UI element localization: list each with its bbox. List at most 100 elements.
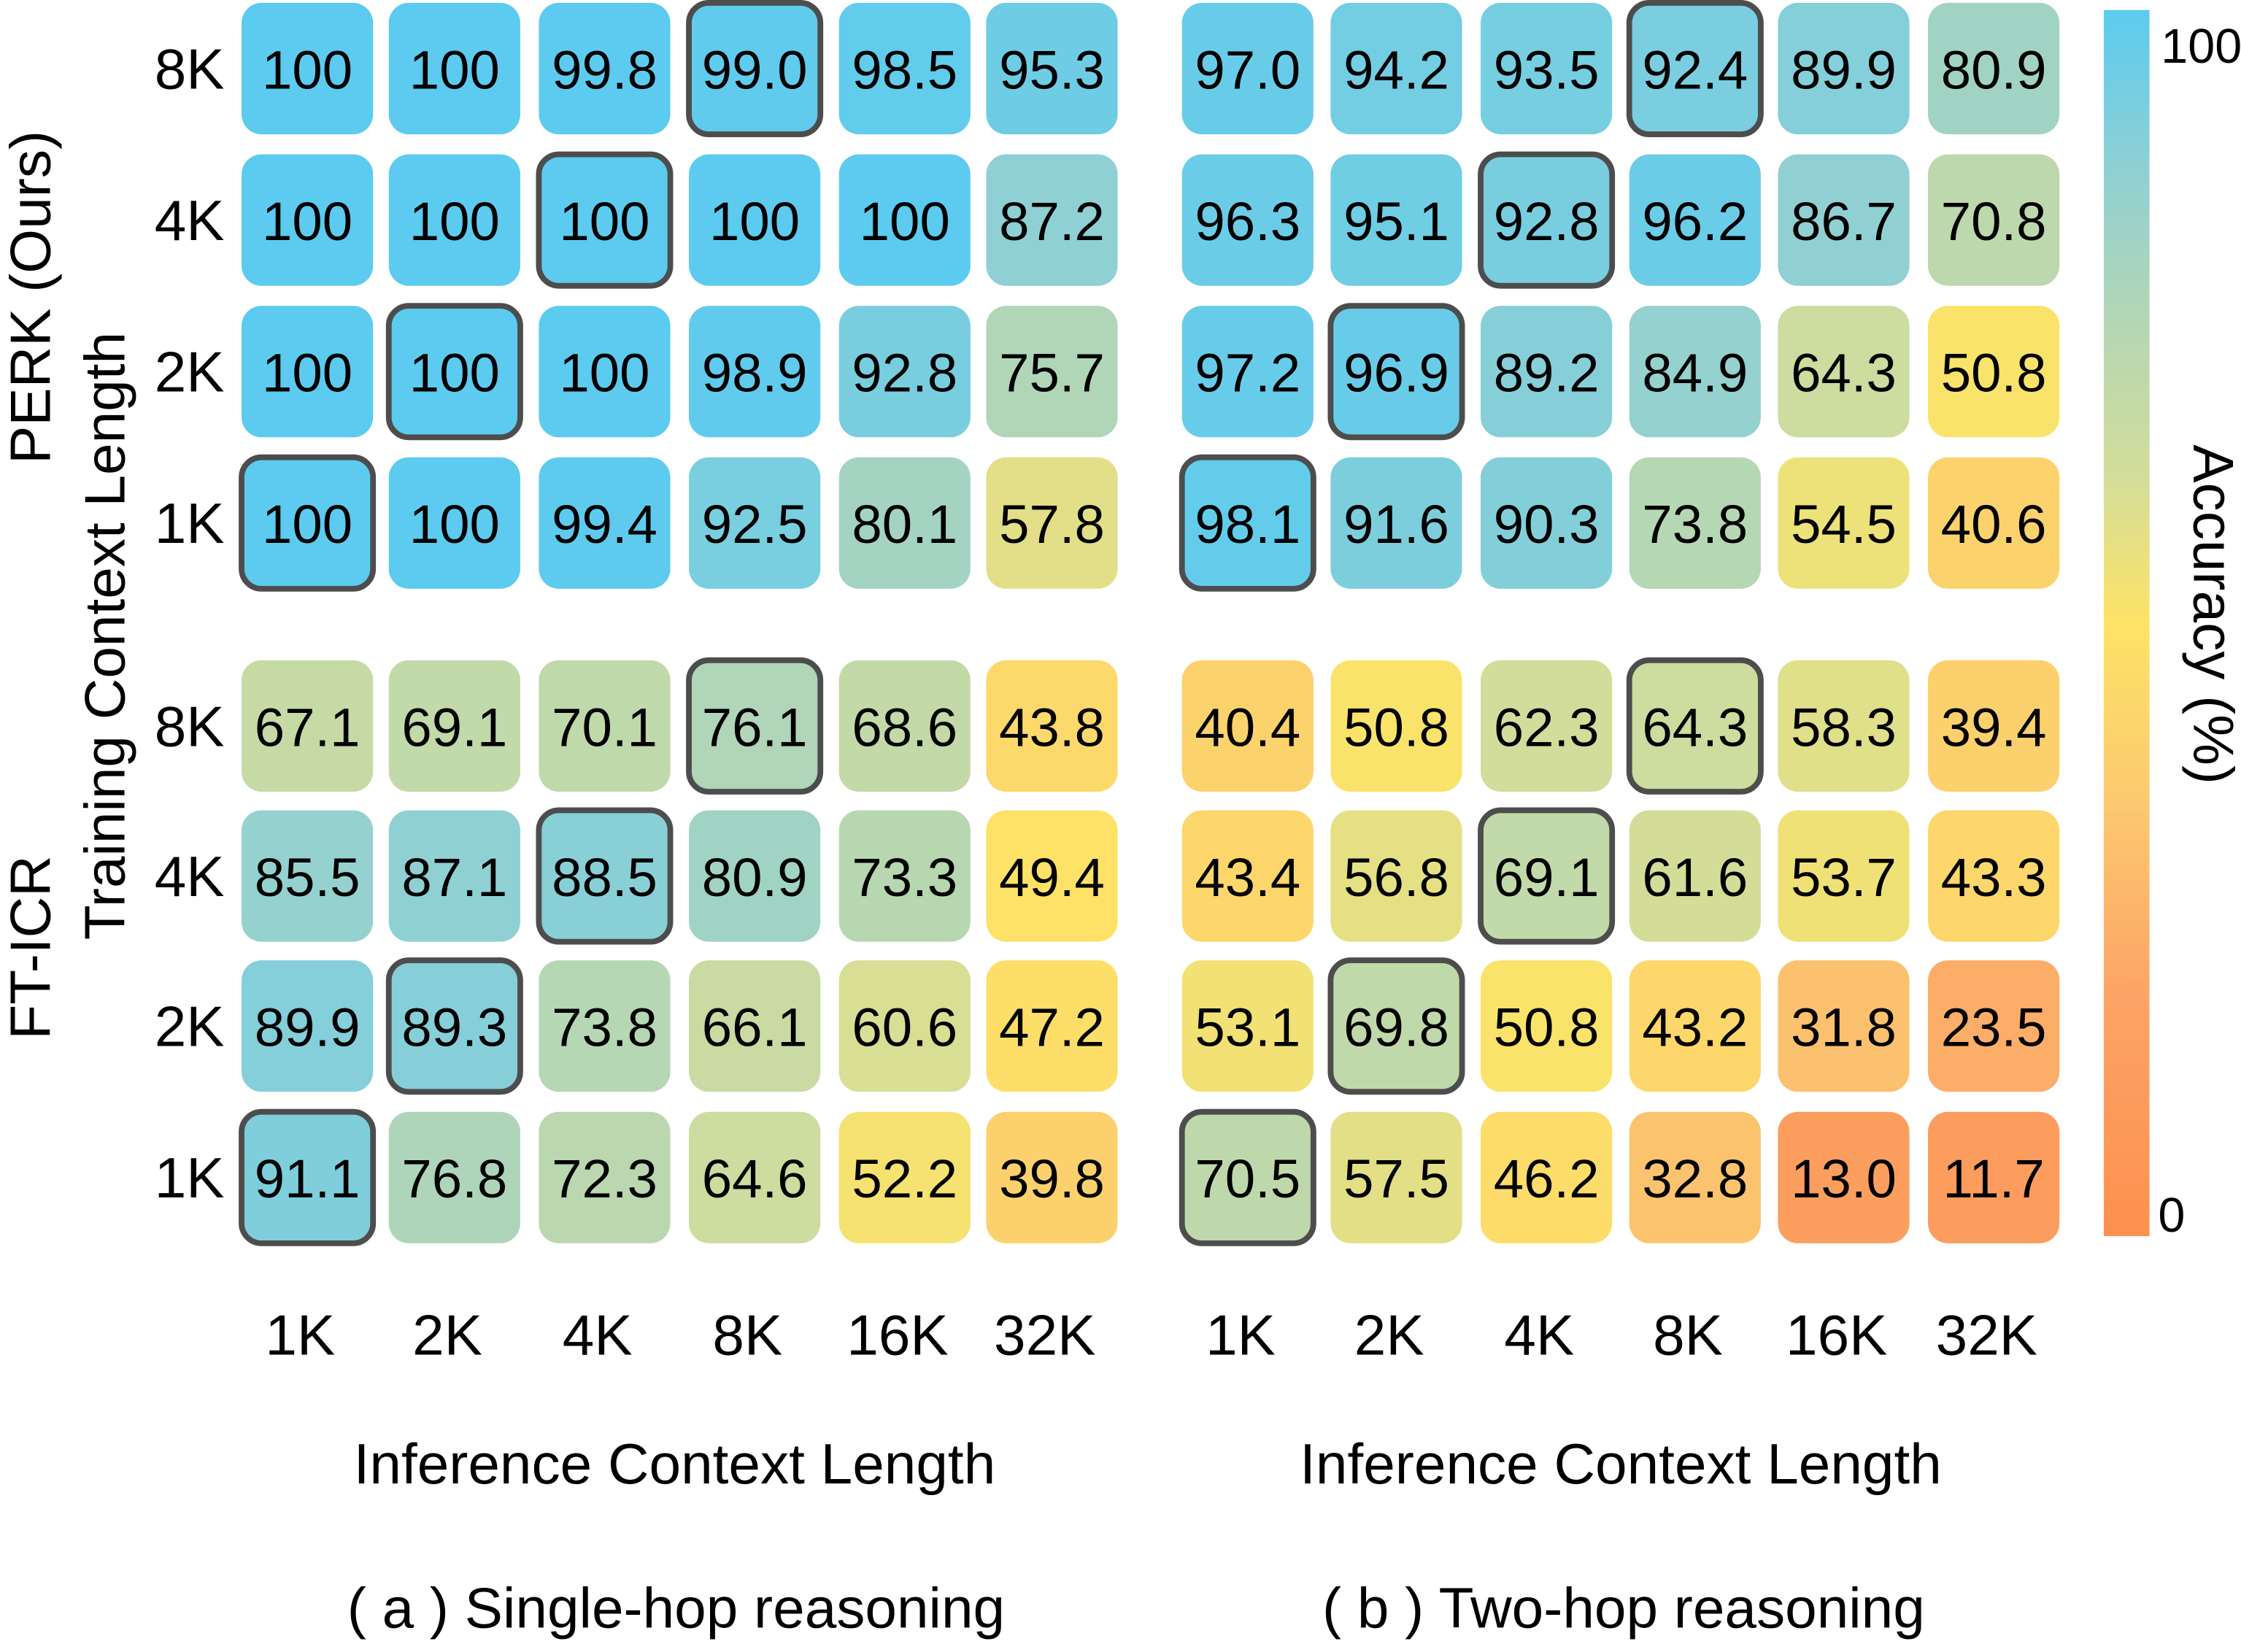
x-tick-label: 32K (1936, 1303, 2037, 1367)
heatmap-cell (242, 306, 374, 438)
heatmap-cell (838, 154, 971, 286)
heatmap-cell (539, 960, 671, 1092)
heatmap-cell (1778, 154, 1910, 286)
row-label-1K: 1K (155, 491, 225, 555)
cell-value-label: 100 (409, 343, 500, 404)
heatmap-cell-highlighted (1478, 151, 1616, 289)
heatmap-cell (388, 810, 520, 942)
heatmap-cell (986, 810, 1118, 942)
heatmap-cell (1928, 306, 2060, 438)
cell-value-label: 95.3 (999, 39, 1105, 100)
caption-a: ( a ) Single-hop reasoning (347, 1576, 1005, 1640)
heatmap-cell (1778, 960, 1910, 1092)
cell-value-label: 92.8 (1494, 191, 1600, 252)
heatmap-cell (986, 306, 1118, 438)
heatmap-cell (1629, 154, 1761, 286)
heatmap-cell (1928, 2, 2060, 135)
cell-value-label: 61.6 (1642, 847, 1748, 908)
heatmap-cell (1181, 660, 1314, 792)
heatmap-cell-highlighted (1179, 1108, 1316, 1246)
x-tick-label: 16K (846, 1303, 948, 1367)
heatmap-cell (1330, 2, 1462, 135)
cell-value-label: 91.6 (1343, 494, 1449, 555)
heatmap-cell (1181, 306, 1314, 438)
cell-value-label: 91.1 (255, 1149, 360, 1209)
heatmap-cell-highlighted (686, 657, 824, 795)
caption-b: ( b ) Two-hop reasoning (1322, 1576, 1925, 1640)
group-label-ft-icr: FT-ICR (0, 855, 63, 1039)
cell-value-label: 76.1 (702, 697, 808, 757)
cell-value-label: 99.4 (552, 494, 657, 555)
heatmap-cell-highlighted (1478, 807, 1616, 945)
cell-value-label: 39.4 (1941, 697, 2047, 757)
heatmap-cell (1481, 2, 1613, 135)
cell-value-label: 89.3 (401, 997, 507, 1058)
cell-value-label: 95.1 (1343, 191, 1449, 252)
x-tick-label: 32K (994, 1303, 1095, 1367)
heatmap-cell-highlighted (1626, 0, 1764, 138)
heatmap-cell (838, 1111, 971, 1243)
cell-value-label: 100 (559, 191, 649, 252)
heatmap-cell (1778, 1111, 1910, 1243)
heatmap-cell (986, 960, 1118, 1092)
cell-value-label: 88.5 (552, 847, 657, 908)
cell-value-label: 46.2 (1494, 1149, 1600, 1209)
heatmap-cell (1330, 154, 1462, 286)
row-label-4K: 4K (155, 188, 225, 252)
row-label-4K: 4K (155, 844, 225, 908)
cell-value-label: 89.9 (255, 997, 360, 1058)
cell-value-label: 99.8 (552, 39, 657, 100)
cell-value-label: 40.4 (1195, 697, 1300, 757)
x-axis-title-b: Inference Context Length (1300, 1432, 1942, 1496)
heatmap-cell (1181, 2, 1314, 135)
cell-value-label: 92.5 (702, 494, 808, 555)
cell-value-label: 99.0 (702, 39, 808, 100)
heatmap-cell (242, 960, 374, 1092)
heatmap-cell (838, 457, 971, 589)
x-tick-label: 2K (412, 1303, 482, 1367)
cell-value-label: 68.6 (852, 697, 957, 757)
heatmap-cell (1481, 306, 1613, 438)
heatmap-cell (1928, 154, 2060, 286)
cell-value-label: 72.3 (552, 1149, 657, 1209)
cell-value-label: 53.7 (1791, 847, 1897, 908)
heatmap-cell-highlighted (1179, 454, 1316, 592)
heatmap-cell (689, 154, 821, 286)
cell-value-label: 62.3 (1494, 697, 1600, 757)
heatmap-cell (689, 457, 821, 589)
heatmap-cell (1928, 810, 2060, 942)
cell-value-label: 23.5 (1941, 997, 2047, 1058)
cell-value-label: 11.7 (1943, 1149, 2044, 1209)
cell-value-label: 87.2 (999, 191, 1105, 252)
colorbar (2103, 9, 2150, 1237)
cell-value-label: 80.9 (1941, 39, 2047, 100)
cell-value-label: 73.3 (852, 847, 957, 908)
cell-value-label: 64.3 (1642, 697, 1748, 757)
x-tick-label: 4K (563, 1303, 633, 1367)
heatmap-cell-highlighted (536, 151, 674, 289)
colorbar-min-label: 0 (2158, 1189, 2185, 1243)
cell-value-label: 90.3 (1494, 494, 1600, 555)
x-tick-label: 8K (1653, 1303, 1723, 1367)
cell-value-label: 69.1 (1494, 847, 1600, 908)
row-label-2K: 2K (155, 340, 225, 404)
cell-value-label: 57.5 (1343, 1149, 1449, 1209)
row-label-8K: 8K (155, 36, 225, 101)
heatmap-cell (388, 457, 520, 589)
heatmap-cell (1928, 1111, 2060, 1243)
heatmap-cell (689, 960, 821, 1092)
colorbar-max-label: 100 (2161, 20, 2241, 74)
x-tick-label: 16K (1786, 1303, 1887, 1367)
cell-value-label: 96.9 (1343, 343, 1449, 404)
heatmap-cell (1629, 1111, 1761, 1243)
cell-value-label: 66.1 (702, 997, 808, 1058)
cell-value-label: 98.5 (852, 39, 957, 100)
cell-value-label: 67.1 (255, 697, 360, 757)
cell-value-label: 100 (262, 343, 352, 404)
cell-value-label: 43.2 (1642, 997, 1748, 1058)
cell-value-label: 50.8 (1941, 343, 2047, 404)
cell-value-label: 39.8 (999, 1149, 1105, 1209)
heatmap-cell (1778, 660, 1910, 792)
cell-value-label: 86.7 (1791, 191, 1897, 252)
